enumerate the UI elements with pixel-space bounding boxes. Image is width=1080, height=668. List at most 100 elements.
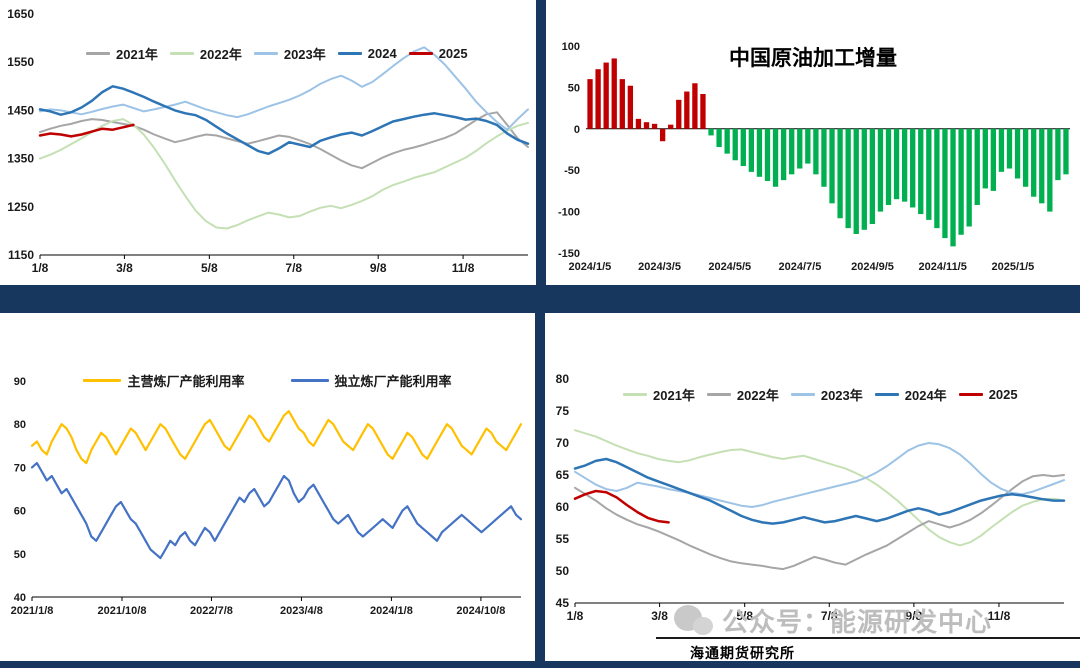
legend-item: 独立炼厂产能利用率 (290, 371, 452, 390)
tick-label: -150 (558, 248, 580, 260)
line-series-2022年 (39, 118, 529, 230)
bar (966, 128, 972, 227)
tick-label: 75 (556, 404, 570, 418)
tick-label: 70 (556, 436, 570, 450)
tick-label: 65 (556, 468, 570, 482)
bar (756, 128, 763, 177)
legend-label: 2025 (988, 387, 1018, 402)
bar (934, 128, 940, 229)
tick-label: 100 (562, 41, 580, 53)
tick-label: 1/8 (567, 609, 584, 623)
tick-label: 80 (556, 372, 570, 386)
watermark: 公众号：能源研发中心 (672, 602, 992, 639)
bar (926, 128, 932, 220)
legend-item: 2025 (958, 387, 1018, 402)
top-row: 1650 1550 1450 1350 1250 1150 1/8 3/8 5/8 7/8 9/8 1… (0, 0, 1080, 285)
legend-label: 2021年 (116, 47, 158, 62)
bar (974, 128, 980, 205)
tick-label: 1250 (7, 200, 34, 214)
tick-label: 70 (14, 462, 26, 474)
tick-label: 2024/7/5 (779, 261, 822, 273)
line-series-2025 (573, 489, 670, 524)
bar (982, 128, 988, 189)
tick-label: 45 (556, 596, 570, 610)
tick-label: 1450 (7, 103, 34, 117)
y-axis: 100 50 0 -50 -100 -150 (558, 41, 580, 260)
bar (732, 128, 738, 161)
bar (821, 128, 827, 187)
legend-label: 独立炼厂产能利用率 (334, 374, 452, 389)
tick-label: 2024/1/5 (568, 261, 611, 273)
tick-label: 2024/10/8 (456, 605, 505, 617)
bar (845, 128, 851, 229)
tick-label: 2024/5/5 (708, 261, 751, 273)
bar (1055, 128, 1061, 181)
bar (740, 128, 746, 167)
panel-processing-increment: 中国原油加工增量 100 50 0 -50 -100 -150 2024/1/5 2024/3… (546, 0, 1080, 285)
chart-title-processing-increment: 中国原油加工增量 (729, 47, 897, 70)
legend-label: 2023年 (820, 388, 863, 403)
tick-label: 2023/4/8 (280, 605, 323, 617)
line-series-2022年 (574, 474, 1065, 571)
y-axis: 1650 1550 1450 1350 1250 1150 (7, 7, 34, 262)
bar (595, 69, 601, 129)
vertical-divider-top (536, 0, 546, 285)
legend-swatch (290, 379, 329, 382)
bar (659, 128, 666, 142)
x-axis: 1/8 3/8 5/8 7/8 9/8 11/8 (32, 254, 528, 275)
bar (668, 124, 674, 129)
legend-swatch (790, 393, 815, 396)
bar (861, 128, 867, 230)
tick-label: 3/8 (651, 609, 668, 623)
bar (901, 128, 908, 202)
legend-item: 2025 (408, 46, 468, 61)
bar (635, 118, 642, 129)
panel-refinery-utilization: 90 80 70 60 50 40 2021/1/8 2021/10/8 2022/7/8 202… (0, 313, 535, 661)
bar (789, 128, 795, 175)
watermark-text: 公众号：能源研发中心 (722, 607, 993, 637)
bar (587, 79, 593, 129)
x-axis: 2021/1/8 2021/10/8 2022/7/8 2023/4/8 2024/1/… (11, 596, 521, 617)
legend-label: 主营炼厂产能利用率 (127, 374, 245, 389)
tick-label: 60 (556, 500, 570, 514)
bar (643, 122, 650, 129)
bar (676, 99, 682, 129)
footer-rule (656, 637, 1080, 639)
bar (813, 128, 819, 175)
bar (611, 58, 617, 129)
tick-label: 7/8 (285, 261, 302, 275)
wechat-icon (674, 604, 713, 635)
legend-item: 2021年 (623, 385, 695, 404)
bar (627, 85, 634, 129)
tick-label: 2025/1/5 (991, 261, 1034, 273)
line-series-2023年 (574, 442, 1065, 508)
bar (700, 94, 706, 129)
legend-swatch (623, 393, 647, 396)
tick-label: 60 (14, 506, 26, 518)
tick-label: 2021/10/8 (98, 605, 147, 617)
tick-label: 50 (14, 549, 26, 561)
legend-item: 2021年 (86, 44, 158, 63)
tick-label: 1150 (8, 248, 34, 262)
bar (1047, 128, 1053, 212)
legend-item: 2024 (337, 46, 397, 61)
legend-item: 2024年 (874, 385, 947, 404)
panel-utilization-seasonal: 80 75 70 65 60 55 50 45 1/8 3/8 5/8 7/8 9/8 11/8 2021… (545, 313, 1080, 661)
tick-label: 1650 (7, 7, 34, 21)
tick-label: 3/8 (116, 261, 133, 275)
tick-label: 7/8 (821, 609, 838, 623)
line-series-2021年 (39, 111, 529, 170)
bar (910, 128, 916, 208)
bar (724, 128, 730, 154)
legend-label: 2025 (438, 46, 468, 61)
bar (853, 128, 859, 234)
bar (877, 128, 884, 212)
x-axis: 1/8 3/8 5/8 7/8 9/8 11/8 (567, 602, 1064, 623)
legend-swatch (874, 393, 899, 396)
legend-item: 2022年 (706, 385, 779, 404)
tick-label: 2024/3/5 (638, 261, 681, 273)
bar (1006, 128, 1013, 169)
bar (885, 128, 892, 205)
